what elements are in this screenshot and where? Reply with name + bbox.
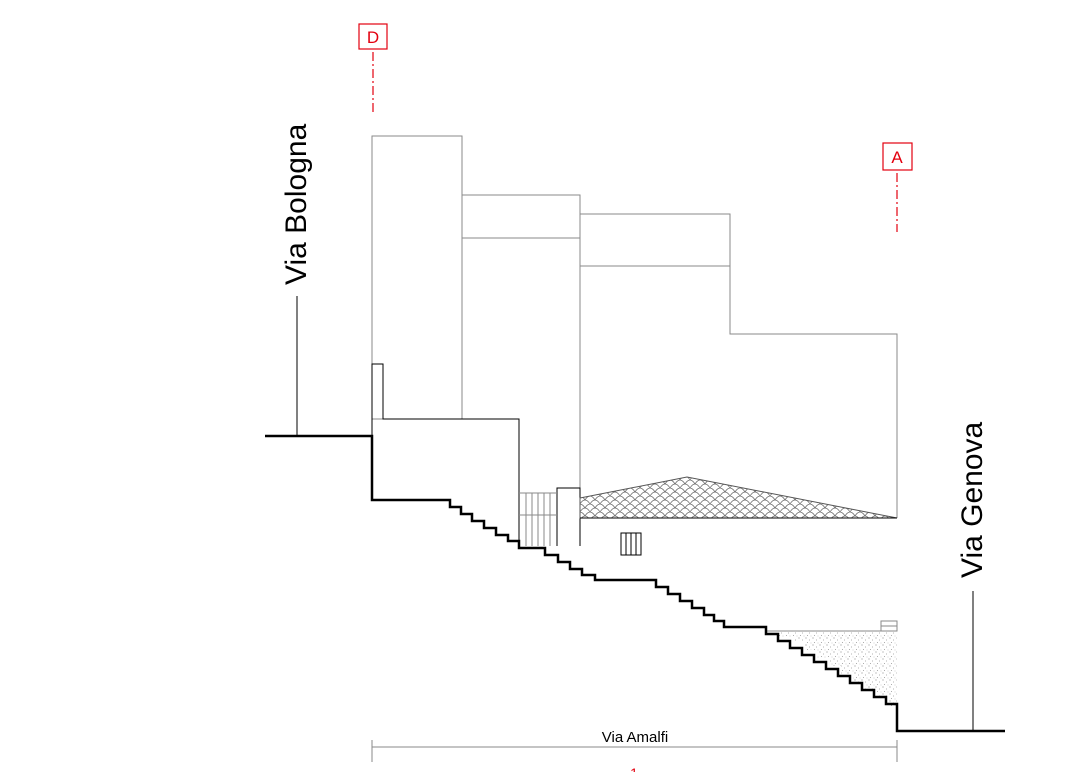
marker-d-box: [358, 23, 388, 50]
section-marker-a: A: [882, 142, 913, 232]
window: [620, 532, 642, 556]
ground-profile: [265, 434, 1005, 733]
section-marker-d: D: [358, 23, 388, 112]
earth-fill: [766, 620, 898, 706]
lower-block-top: [580, 213, 898, 518]
tiled-roof: [579, 476, 898, 519]
building-volumes: [371, 135, 898, 518]
middle-block-top: [462, 194, 581, 490]
marker-d-label: D: [367, 28, 379, 47]
dimension-sub-label: 1: [630, 765, 638, 772]
marker-a-label: A: [891, 148, 903, 167]
roof-hatch: [579, 476, 898, 519]
dimension-line: Via Amalfi 1: [371, 729, 898, 772]
street-label-via-genova: Via Genova: [956, 421, 989, 578]
stipple-area: [766, 631, 897, 706]
pillar: [556, 487, 581, 546]
street-label-via-bologna: Via Bologna: [280, 123, 313, 285]
railing: [519, 492, 557, 546]
terrace-parapet: [371, 363, 520, 546]
marker-a-box: [882, 142, 913, 171]
terrace: [371, 363, 581, 546]
tower-block: [371, 135, 463, 420]
dimension-label: Via Amalfi: [602, 729, 668, 746]
